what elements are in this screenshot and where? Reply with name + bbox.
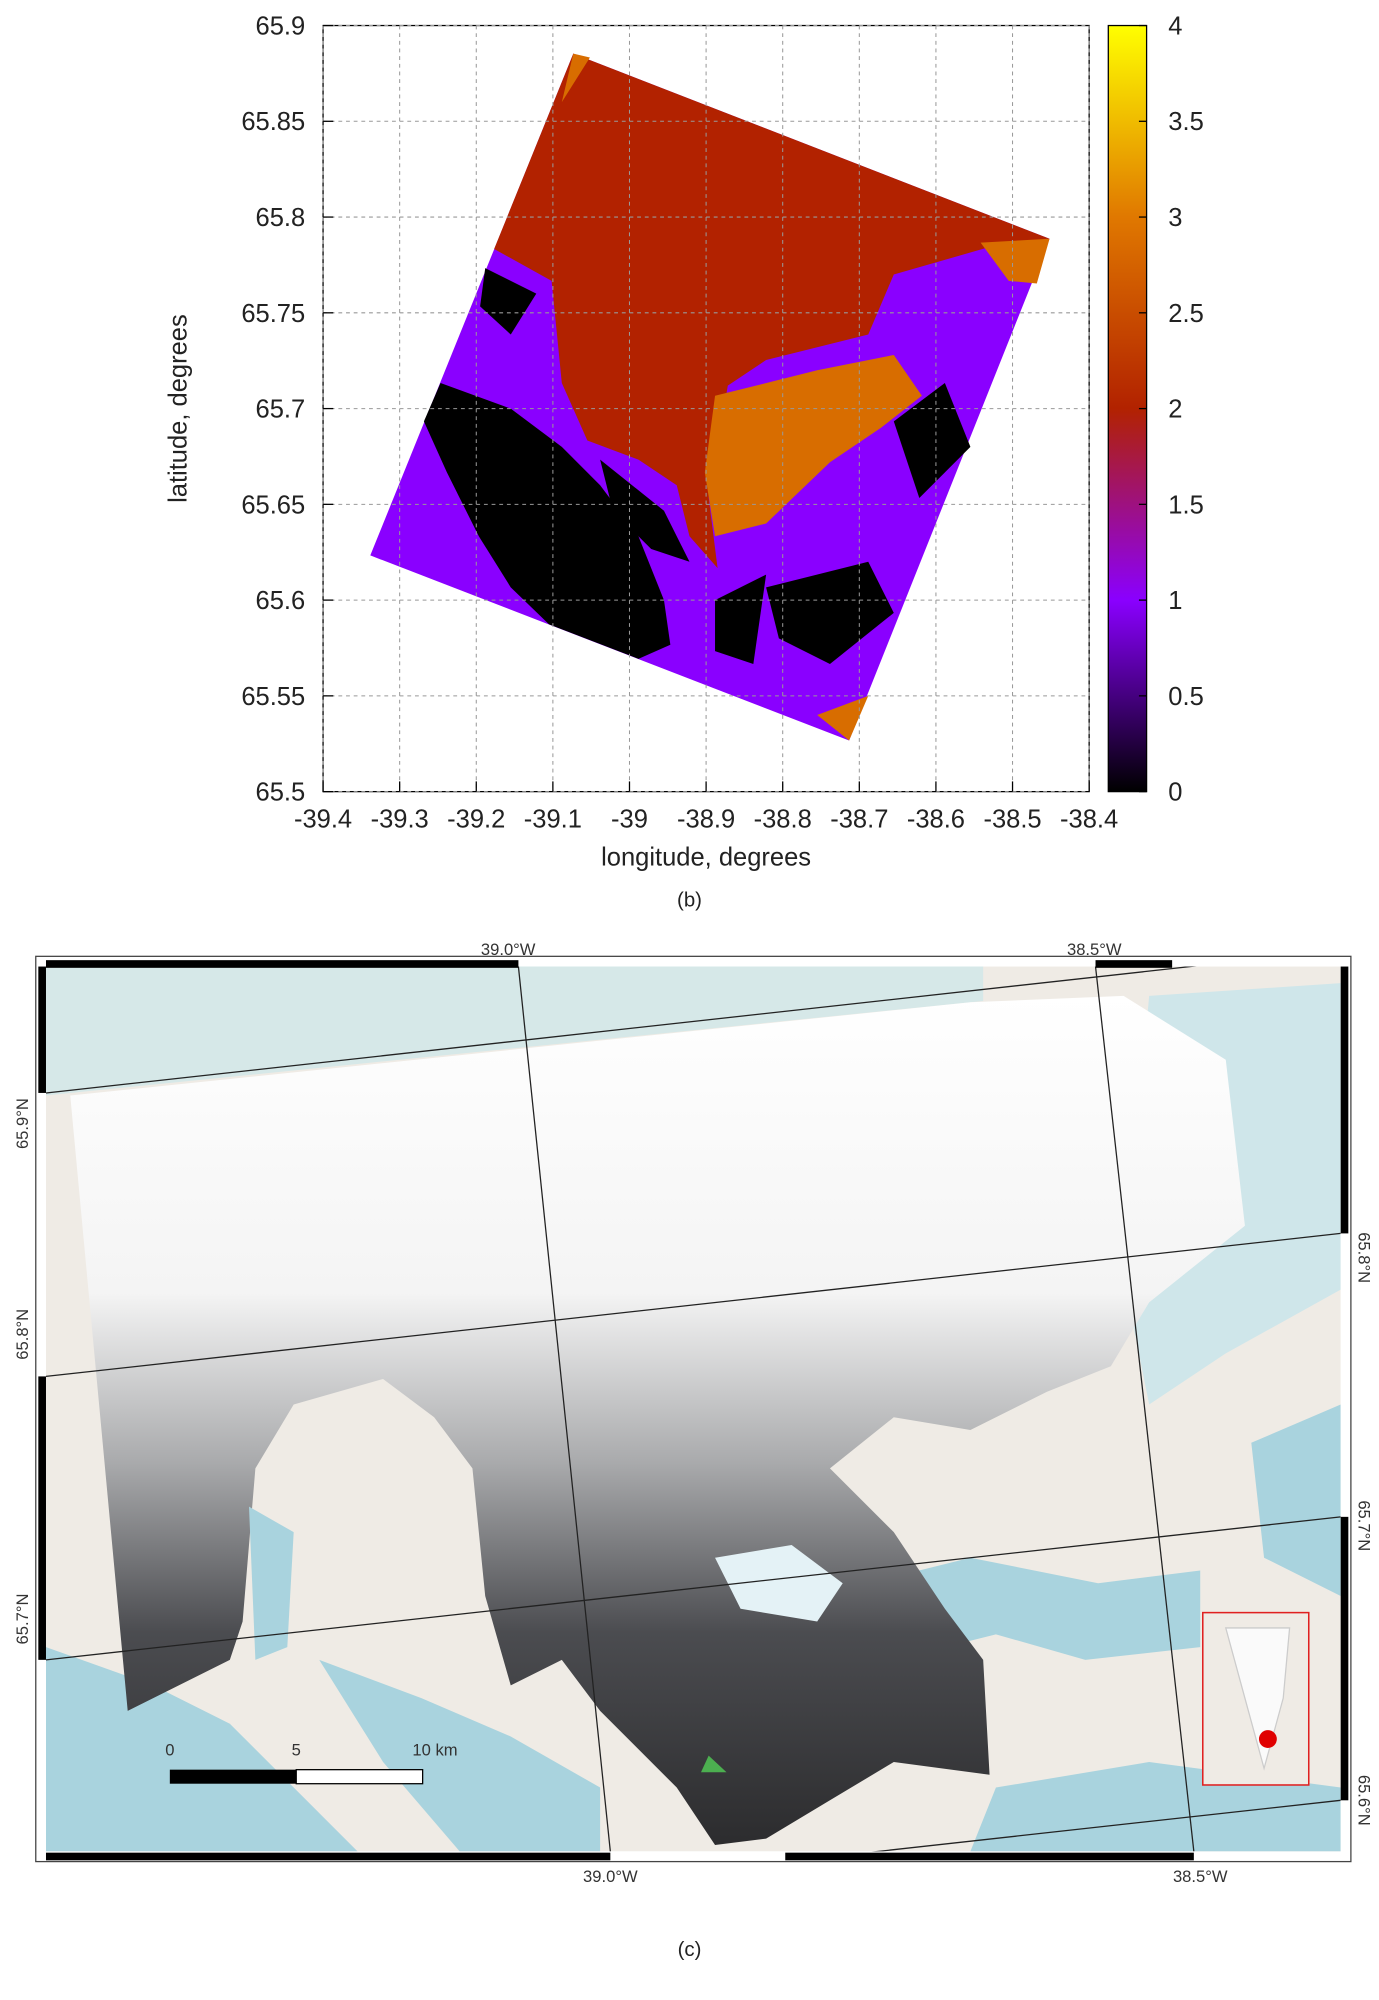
longitude-label: 38.5°W [1067, 940, 1122, 959]
latitude-label: 65.9°N [13, 1098, 32, 1149]
y-tick-label: 65.7 [256, 396, 306, 424]
x-tick-label: -39.4 [294, 805, 352, 833]
y-tick-label: 65.55 [241, 683, 305, 711]
x-axis-label: longitude, degrees [601, 844, 811, 872]
x-tick-label: -38.4 [1060, 805, 1118, 833]
colorbar-tick-label: 1.5 [1168, 491, 1203, 519]
latitude-label: 65.6°N [1355, 1775, 1374, 1826]
scale-bar-label: 5 [292, 1741, 301, 1760]
x-tick-label: -39.1 [524, 805, 582, 833]
x-tick-label: -38.8 [754, 805, 812, 833]
caption: (c) [678, 1939, 702, 1961]
colorbar-tick-label: 3 [1168, 204, 1182, 232]
x-tick-label: -38.7 [830, 805, 888, 833]
latitude-label: 65.7°N [1355, 1500, 1374, 1551]
x-tick-label: -39 [611, 805, 648, 833]
scale-bar-label: 0 [165, 1741, 174, 1760]
longitude-label: 39.0°W [583, 1867, 638, 1886]
latitude-label: 65.8°N [13, 1309, 32, 1360]
y-tick-label: 65.6 [256, 587, 306, 615]
longitude-label: 39.0°W [481, 940, 536, 959]
x-tick-label: -38.9 [677, 805, 735, 833]
raster-image [370, 53, 1050, 741]
y-tick-label: 65.85 [241, 108, 305, 136]
latitude-label: 65.8°N [1355, 1232, 1374, 1283]
colorbar-tick-label: 2.5 [1168, 300, 1203, 328]
y-tick-label: 65.9 [256, 12, 306, 40]
colorbar-tick-label: 0.5 [1168, 683, 1203, 711]
y-tick-label: 65.65 [241, 491, 305, 519]
y-tick-label: 65.75 [241, 300, 305, 328]
caption: (b) [677, 890, 702, 912]
colorbar-tick-label: 1 [1168, 587, 1182, 615]
y-tick-label: 65.5 [256, 779, 306, 807]
x-tick-label: -38.6 [907, 805, 965, 833]
y-tick-label: 65.8 [256, 204, 306, 232]
map-border [38, 960, 1349, 1861]
colorbar-tick-label: 2 [1168, 396, 1182, 424]
colorbar-tick-label: 3.5 [1168, 108, 1203, 136]
x-tick-label: -39.2 [447, 805, 505, 833]
x-tick-label: -39.3 [371, 805, 429, 833]
scale-bar-label: 10 km [412, 1741, 457, 1760]
colorbar-tick-label: 4 [1168, 12, 1182, 40]
longitude-label: 38.5°W [1173, 1867, 1228, 1886]
colorbar-tick-label: 0 [1168, 779, 1182, 807]
latitude-label: 65.7°N [13, 1594, 32, 1645]
map [45, 966, 1341, 1852]
y-axis-label: latitude, degrees [164, 314, 192, 503]
x-tick-label: -38.5 [983, 805, 1041, 833]
